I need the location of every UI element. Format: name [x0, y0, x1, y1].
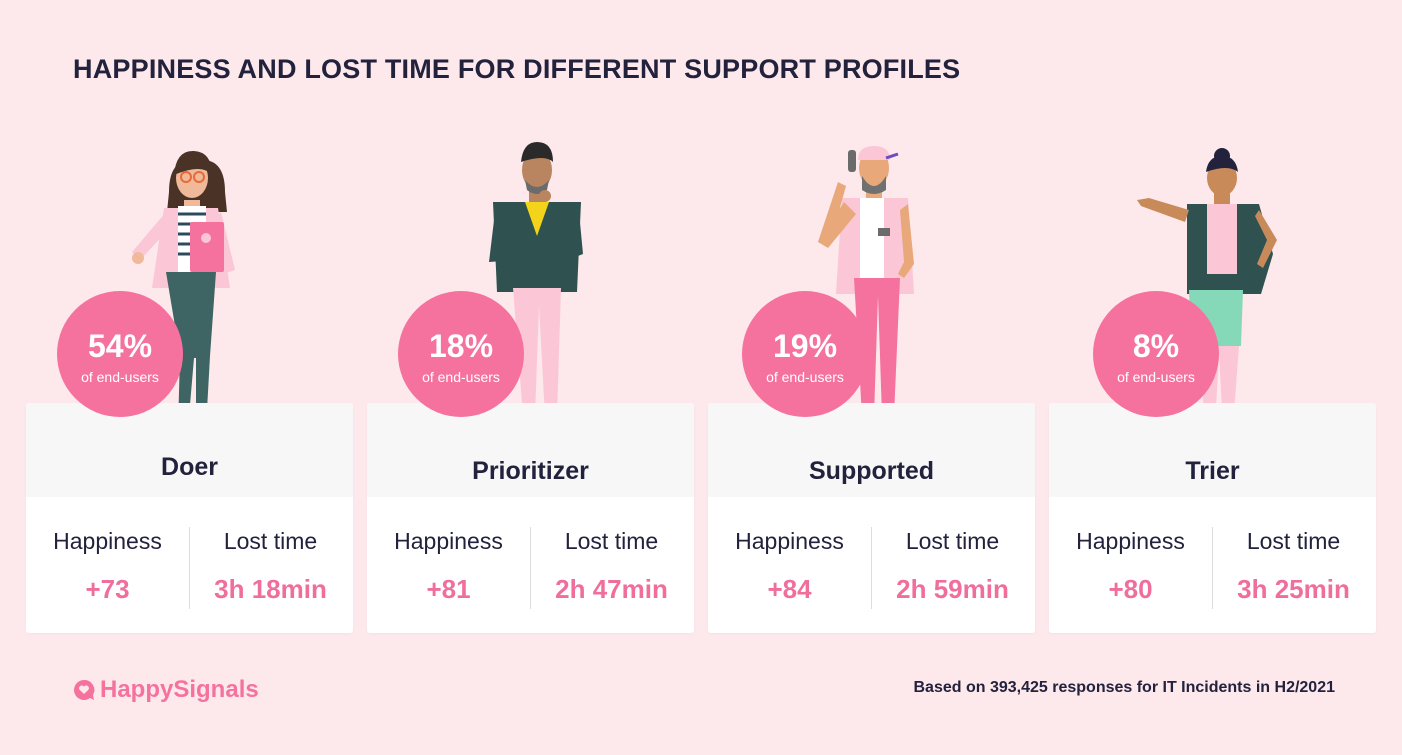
profile-card: Trier Happiness Lost time +80 3h 25min [1049, 403, 1376, 633]
card-header [708, 403, 1035, 497]
lost-time-value: 3h 25min [1237, 574, 1350, 604]
happiness-value: +81 [426, 574, 471, 604]
happiness-value: +80 [1108, 574, 1153, 604]
share-label: of end-users [766, 369, 844, 385]
metric-divider [530, 527, 531, 609]
share-label: of end-users [422, 369, 500, 385]
lost-time-value: 2h 47min [555, 574, 668, 604]
share-bubble: 19% of end-users [742, 291, 868, 417]
share-percent: 54% [87, 328, 153, 364]
profile-name: Supported [809, 457, 934, 485]
profile-name: Doer [161, 453, 218, 481]
share-label: of end-users [1117, 369, 1195, 385]
happiness-label: Happiness [394, 528, 503, 554]
lost-time-label: Lost time [1246, 528, 1341, 554]
profile-prioritizer: Prioritizer Happiness Lost time +81 2h 4… [367, 0, 694, 755]
profile-doer: Doer Happiness Lost time +73 3h 18min 54… [26, 0, 353, 755]
share-bubble: 18% of end-users [398, 291, 524, 417]
trier-illustration [1137, 148, 1277, 440]
supported-illustration [818, 146, 924, 439]
metric-divider [189, 527, 190, 609]
happiness-value: +73 [85, 574, 130, 604]
card-header [367, 403, 694, 497]
profile-trier: Trier Happiness Lost time +80 3h 25min 8… [1049, 0, 1376, 755]
lost-time-label: Lost time [564, 528, 659, 554]
metric-divider [1212, 527, 1213, 609]
share-label: of end-users [81, 369, 159, 385]
footnote: Based on 393,425 responses for IT Incide… [913, 679, 1336, 696]
share-percent: 19% [772, 328, 838, 364]
profile-name: Trier [1185, 457, 1240, 485]
card-header [1049, 403, 1376, 497]
lost-time-value: 2h 59min [896, 574, 1009, 604]
share-percent: 8% [1132, 328, 1180, 364]
profile-card: Prioritizer Happiness Lost time +81 2h 4… [367, 403, 694, 633]
prioritizer-illustration [489, 142, 583, 438]
profile-card: Supported Happiness Lost time +84 2h 59m… [708, 403, 1035, 633]
card-header [26, 403, 353, 497]
happysignals-logo: HappySignals [72, 674, 259, 706]
heart-speech-bubble-icon [74, 679, 95, 700]
page-title: HAPPINESS AND LOST TIME FOR DIFFERENT SU… [73, 54, 961, 84]
profile-name: Prioritizer [472, 457, 589, 485]
share-percent: 18% [428, 328, 494, 364]
profile-supported: Supported Happiness Lost time +84 2h 59m… [708, 0, 1035, 755]
happiness-label: Happiness [735, 528, 844, 554]
lost-time-label: Lost time [905, 528, 1000, 554]
share-bubble: 54% of end-users [57, 291, 183, 417]
lost-time-value: 3h 18min [214, 574, 327, 604]
metric-divider [871, 527, 872, 609]
logo-text: HappySignals [100, 676, 259, 703]
share-bubble: 8% of end-users [1093, 291, 1219, 417]
doer-illustration [132, 150, 235, 443]
lost-time-label: Lost time [223, 528, 318, 554]
happiness-label: Happiness [1076, 528, 1185, 554]
happiness-value: +84 [767, 574, 812, 604]
happiness-label: Happiness [53, 528, 162, 554]
profile-card: Doer Happiness Lost time +73 3h 18min [26, 403, 353, 633]
